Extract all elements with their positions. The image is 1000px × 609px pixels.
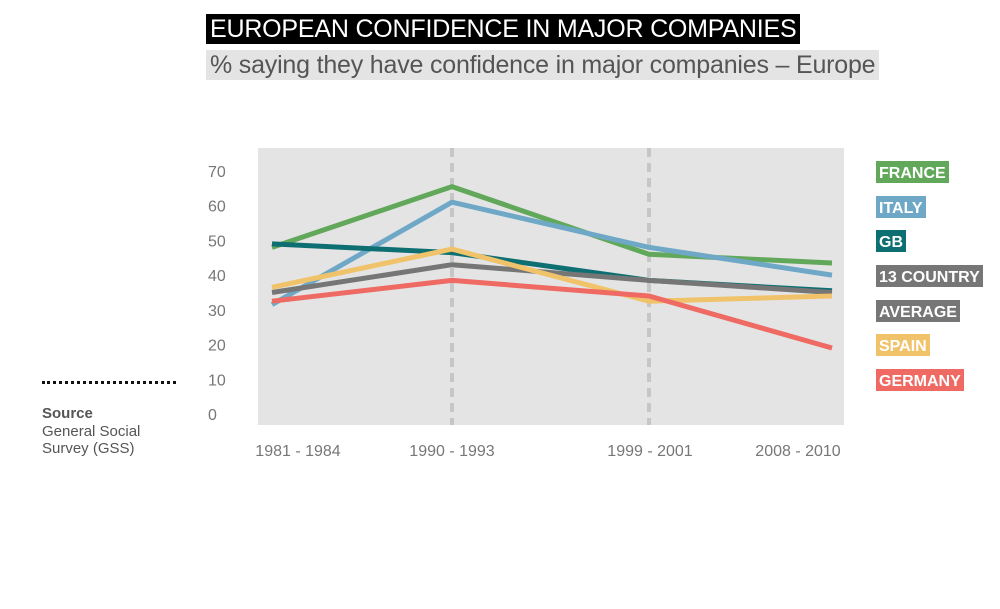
legend-label: GB <box>879 234 903 251</box>
x-tick-label: 1999 - 2001 <box>607 443 693 460</box>
legend-item: FRANCE <box>876 161 949 183</box>
y-tick-label: 0 <box>208 407 217 424</box>
y-tick-label: 50 <box>208 233 226 250</box>
legend-swatch <box>876 334 930 356</box>
legend-item: SPAIN <box>876 334 930 356</box>
chart-subtitle: % saying they have confidence in major c… <box>206 50 880 80</box>
x-tick-label: 1990 - 1993 <box>409 443 495 460</box>
y-tick-label: 60 <box>208 199 226 216</box>
series-line-france <box>271 184 833 266</box>
legend-swatch <box>876 369 964 391</box>
series-line-germany <box>271 277 833 351</box>
legend-item: ITALY <box>876 196 926 218</box>
legend: FRANCE ITALY GB 13 COUNTRY AVERAGE SPAIN GERMA… <box>876 161 983 391</box>
legend-swatch <box>876 230 906 252</box>
period-markers <box>450 148 651 425</box>
legend-label: ITALY <box>879 200 923 217</box>
series-lines <box>270 184 833 351</box>
legend-swatch <box>876 300 960 322</box>
chart-title: EUROPEAN CONFIDENCE IN MAJOR COMPANIES <box>206 14 801 44</box>
x-tick-label: 1981 - 1984 <box>255 443 341 460</box>
source-text: General Social Survey (GSS) <box>42 423 141 457</box>
legend-label: 13 COUNTRY <box>879 269 980 286</box>
series-line-spain <box>271 246 833 304</box>
legend-item: GERMANY <box>876 369 964 391</box>
legend-item: 13 COUNTRY <box>876 265 983 287</box>
x-axis: 1981 - 1984 1990 - 1993 1999 - 2001 2008 - … <box>255 443 841 460</box>
legend-label: SPAIN <box>879 338 927 355</box>
legend-item: GB <box>876 230 906 252</box>
legend-label: FRANCE <box>879 165 946 182</box>
legend-swatch <box>876 265 983 287</box>
y-tick-label: 40 <box>208 268 226 285</box>
series-line-13-country-average <box>271 262 833 295</box>
y-tick-label: 10 <box>208 372 226 389</box>
legend-swatch <box>876 196 926 218</box>
legend-label: AVERAGE <box>879 304 957 321</box>
y-tick-label: 70 <box>208 164 226 181</box>
legend-swatch <box>876 161 949 183</box>
legend-label: GERMANY <box>879 373 961 390</box>
y-tick-label: 30 <box>208 303 226 320</box>
legend-item: AVERAGE <box>876 300 960 322</box>
source-label: Source <box>42 405 93 422</box>
decorative-dotted-line <box>42 381 176 384</box>
series-line-italy <box>270 199 833 307</box>
y-axis: 0 10 20 30 40 50 60 70 <box>208 164 226 424</box>
y-tick-label: 20 <box>208 338 226 355</box>
x-tick-label: 2008 - 2010 <box>755 443 841 460</box>
